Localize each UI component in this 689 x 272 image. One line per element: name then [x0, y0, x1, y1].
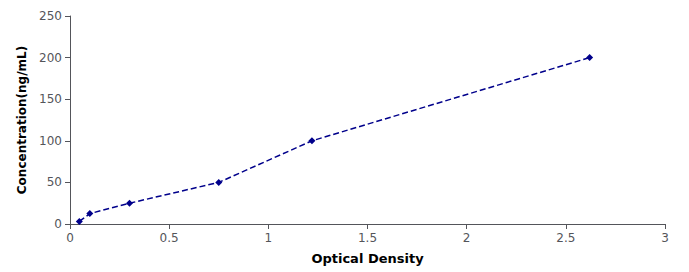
svg-text:0: 0 [66, 231, 74, 245]
svg-text:50: 50 [47, 175, 62, 189]
svg-text:0.5: 0.5 [160, 231, 179, 245]
svg-text:2: 2 [463, 231, 471, 245]
svg-text:1: 1 [265, 231, 273, 245]
svg-text:100: 100 [39, 134, 62, 148]
svg-text:Concentration(ng/mL): Concentration(ng/mL) [15, 46, 29, 194]
svg-text:Optical Density: Optical Density [311, 251, 424, 266]
svg-text:150: 150 [39, 92, 62, 106]
svg-text:1.5: 1.5 [358, 231, 377, 245]
svg-text:200: 200 [39, 51, 62, 65]
svg-text:0: 0 [54, 217, 62, 231]
svg-text:2.5: 2.5 [556, 231, 575, 245]
svg-text:3: 3 [661, 231, 669, 245]
svg-text:250: 250 [39, 9, 62, 23]
